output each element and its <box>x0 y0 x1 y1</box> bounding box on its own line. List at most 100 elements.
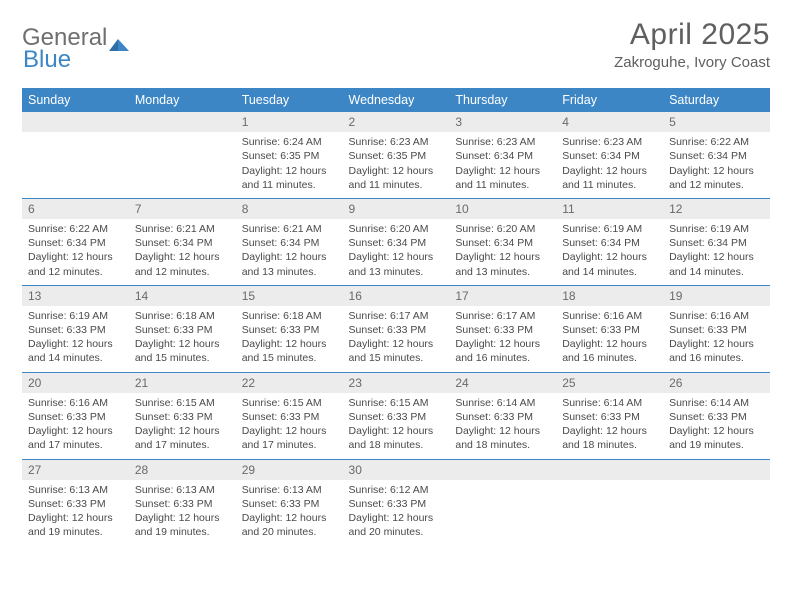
daylight-line: Daylight: 12 hours and 17 minutes. <box>135 424 230 452</box>
calendar-day-cell: 28Sunrise: 6:13 AMSunset: 6:33 PMDayligh… <box>129 459 236 545</box>
sunset-line: Sunset: 6:34 PM <box>28 236 123 250</box>
day-number: 17 <box>449 286 556 306</box>
sunset-line: Sunset: 6:34 PM <box>349 236 444 250</box>
day-number: 22 <box>236 373 343 393</box>
daylight-line: Daylight: 12 hours and 19 minutes. <box>135 511 230 539</box>
day-number: 18 <box>556 286 663 306</box>
calendar-day-cell: 22Sunrise: 6:15 AMSunset: 6:33 PMDayligh… <box>236 372 343 459</box>
day-number-empty <box>449 460 556 480</box>
day-content: Sunrise: 6:18 AMSunset: 6:33 PMDaylight:… <box>236 306 343 372</box>
calendar-day-cell: 7Sunrise: 6:21 AMSunset: 6:34 PMDaylight… <box>129 198 236 285</box>
day-number: 26 <box>663 373 770 393</box>
daylight-line: Daylight: 12 hours and 11 minutes. <box>242 164 337 192</box>
day-content: Sunrise: 6:23 AMSunset: 6:34 PMDaylight:… <box>449 132 556 198</box>
day-content-empty <box>22 132 129 187</box>
day-number: 11 <box>556 199 663 219</box>
calendar-day-cell: 16 Sunrise: 6:17 AMSunset: 6:33 PMDayligh… <box>343 285 450 372</box>
sunset-line: Sunset: 6:33 PM <box>669 410 764 424</box>
day-number: 21 <box>129 373 236 393</box>
sunset-line: Sunset: 6:35 PM <box>242 149 337 163</box>
daylight-line: Daylight: 12 hours and 12 minutes. <box>135 250 230 278</box>
sunset-line: Sunset: 6:34 PM <box>669 236 764 250</box>
daylight-line: Daylight: 12 hours and 16 minutes. <box>562 337 657 365</box>
day-content: Sunrise: 6:20 AMSunset: 6:34 PMDaylight:… <box>343 219 450 285</box>
sunrise-line: Sunrise: 6:17 AM <box>455 309 550 323</box>
daylight-line: Daylight: 12 hours and 17 minutes. <box>242 424 337 452</box>
day-number: 2 <box>343 112 450 132</box>
sunset-line: Sunset: 6:33 PM <box>455 410 550 424</box>
day-number: 24 <box>449 373 556 393</box>
sunrise-line: Sunrise: 6:16 AM <box>28 396 123 410</box>
day-content: Sunrise: 6:15 AMSunset: 6:33 PMDaylight:… <box>343 393 450 459</box>
day-number: 23 <box>343 373 450 393</box>
day-content: Sunrise: 6:13 AMSunset: 6:33 PMDaylight:… <box>236 480 343 546</box>
calendar-week-row: 13Sunrise: 6:19 AMSunset: 6:33 PMDayligh… <box>22 285 770 372</box>
daylight-line: Daylight: 12 hours and 12 minutes. <box>669 164 764 192</box>
weekday-header: Wednesday <box>343 88 450 112</box>
day-content: Sunrise: 6:21 AMSunset: 6:34 PMDaylight:… <box>129 219 236 285</box>
day-number: 13 <box>22 286 129 306</box>
page-title: April 2025 <box>614 18 770 52</box>
calendar-day-cell: 19Sunrise: 6:16 AMSunset: 6:33 PMDayligh… <box>663 285 770 372</box>
calendar-day-cell: 12Sunrise: 6:19 AMSunset: 6:34 PMDayligh… <box>663 198 770 285</box>
sunset-line: Sunset: 6:33 PM <box>28 323 123 337</box>
sunrise-line: Sunrise: 6:15 AM <box>349 396 444 410</box>
daylight-line: Daylight: 12 hours and 11 minutes. <box>562 164 657 192</box>
daylight-line: Daylight: 12 hours and 16 minutes. <box>455 337 550 365</box>
sunset-line: Sunset: 6:33 PM <box>669 323 764 337</box>
sunset-line: Sunset: 6:33 PM <box>349 410 444 424</box>
calendar-day-cell: 5Sunrise: 6:22 AMSunset: 6:34 PMDaylight… <box>663 112 770 198</box>
sunset-line: Sunset: 6:33 PM <box>455 323 550 337</box>
sunrise-line: Sunrise: 6:14 AM <box>455 396 550 410</box>
sunset-line: Sunset: 6:33 PM <box>135 497 230 511</box>
calendar-week-row: 6Sunrise: 6:22 AMSunset: 6:34 PMDaylight… <box>22 198 770 285</box>
calendar-day-cell: 10Sunrise: 6:20 AMSunset: 6:34 PMDayligh… <box>449 198 556 285</box>
calendar-day-cell: 14Sunrise: 6:18 AMSunset: 6:33 PMDayligh… <box>129 285 236 372</box>
calendar-day-cell: 13Sunrise: 6:19 AMSunset: 6:33 PMDayligh… <box>22 285 129 372</box>
title-block: April 2025 Zakroguhe, Ivory Coast <box>614 18 770 71</box>
day-number: 16 <box>343 286 450 306</box>
daylight-line: Daylight: 12 hours and 15 minutes. <box>135 337 230 365</box>
sunset-line: Sunset: 6:35 PM <box>349 149 444 163</box>
sunrise-line: Sunrise: 6:19 AM <box>28 309 123 323</box>
sunset-line: Sunset: 6:33 PM <box>349 323 444 337</box>
day-content: Sunrise: 6:20 AMSunset: 6:34 PMDaylight:… <box>449 219 556 285</box>
daylight-line: Daylight: 12 hours and 14 minutes. <box>562 250 657 278</box>
day-number: 1 <box>236 112 343 132</box>
day-number: 9 <box>343 199 450 219</box>
daylight-line: Daylight: 12 hours and 15 minutes. <box>349 337 444 365</box>
sunrise-line: Sunrise: 6:18 AM <box>135 309 230 323</box>
day-number: 27 <box>22 460 129 480</box>
daylight-line: Daylight: 12 hours and 19 minutes. <box>28 511 123 539</box>
daylight-line: Daylight: 12 hours and 16 minutes. <box>669 337 764 365</box>
sunrise-line: Sunrise: 6:18 AM <box>242 309 337 323</box>
weekday-header: Tuesday <box>236 88 343 112</box>
sunrise-line: Sunrise: 6:22 AM <box>28 222 123 236</box>
day-content: Sunrise: 6:13 AMSunset: 6:33 PMDaylight:… <box>22 480 129 546</box>
day-content: Sunrise: 6:16 AMSunset: 6:33 PMDaylight:… <box>556 306 663 372</box>
day-content: Sunrise: 6:23 AMSunset: 6:34 PMDaylight:… <box>556 132 663 198</box>
day-content-empty <box>663 480 770 535</box>
sunset-line: Sunset: 6:34 PM <box>455 149 550 163</box>
sunrise-line: Sunrise: 6:21 AM <box>242 222 337 236</box>
daylight-line: Daylight: 12 hours and 20 minutes. <box>349 511 444 539</box>
day-number: 28 <box>129 460 236 480</box>
location: Zakroguhe, Ivory Coast <box>614 54 770 71</box>
day-number: 29 <box>236 460 343 480</box>
calendar-day-cell: 25Sunrise: 6:14 AMSunset: 6:33 PMDayligh… <box>556 372 663 459</box>
calendar-day-cell: 3Sunrise: 6:23 AMSunset: 6:34 PMDaylight… <box>449 112 556 198</box>
sunset-line: Sunset: 6:33 PM <box>562 323 657 337</box>
sunset-line: Sunset: 6:33 PM <box>135 323 230 337</box>
weekday-header-row: Sunday Monday Tuesday Wednesday Thursday… <box>22 88 770 112</box>
calendar-day-cell: 4Sunrise: 6:23 AMSunset: 6:34 PMDaylight… <box>556 112 663 198</box>
day-content: Sunrise: 6:14 AMSunset: 6:33 PMDaylight:… <box>449 393 556 459</box>
daylight-line: Daylight: 12 hours and 11 minutes. <box>455 164 550 192</box>
sunrise-line: Sunrise: 6:14 AM <box>562 396 657 410</box>
sunset-line: Sunset: 6:34 PM <box>669 149 764 163</box>
sunrise-line: Sunrise: 6:17 AM <box>349 309 444 323</box>
day-content-empty <box>556 480 663 535</box>
day-content: Sunrise: 6:15 AMSunset: 6:33 PMDaylight:… <box>129 393 236 459</box>
sunset-line: Sunset: 6:34 PM <box>562 236 657 250</box>
daylight-line: Daylight: 12 hours and 11 minutes. <box>349 164 444 192</box>
calendar-day-cell: 29Sunrise: 6:13 AMSunset: 6:33 PMDayligh… <box>236 459 343 545</box>
